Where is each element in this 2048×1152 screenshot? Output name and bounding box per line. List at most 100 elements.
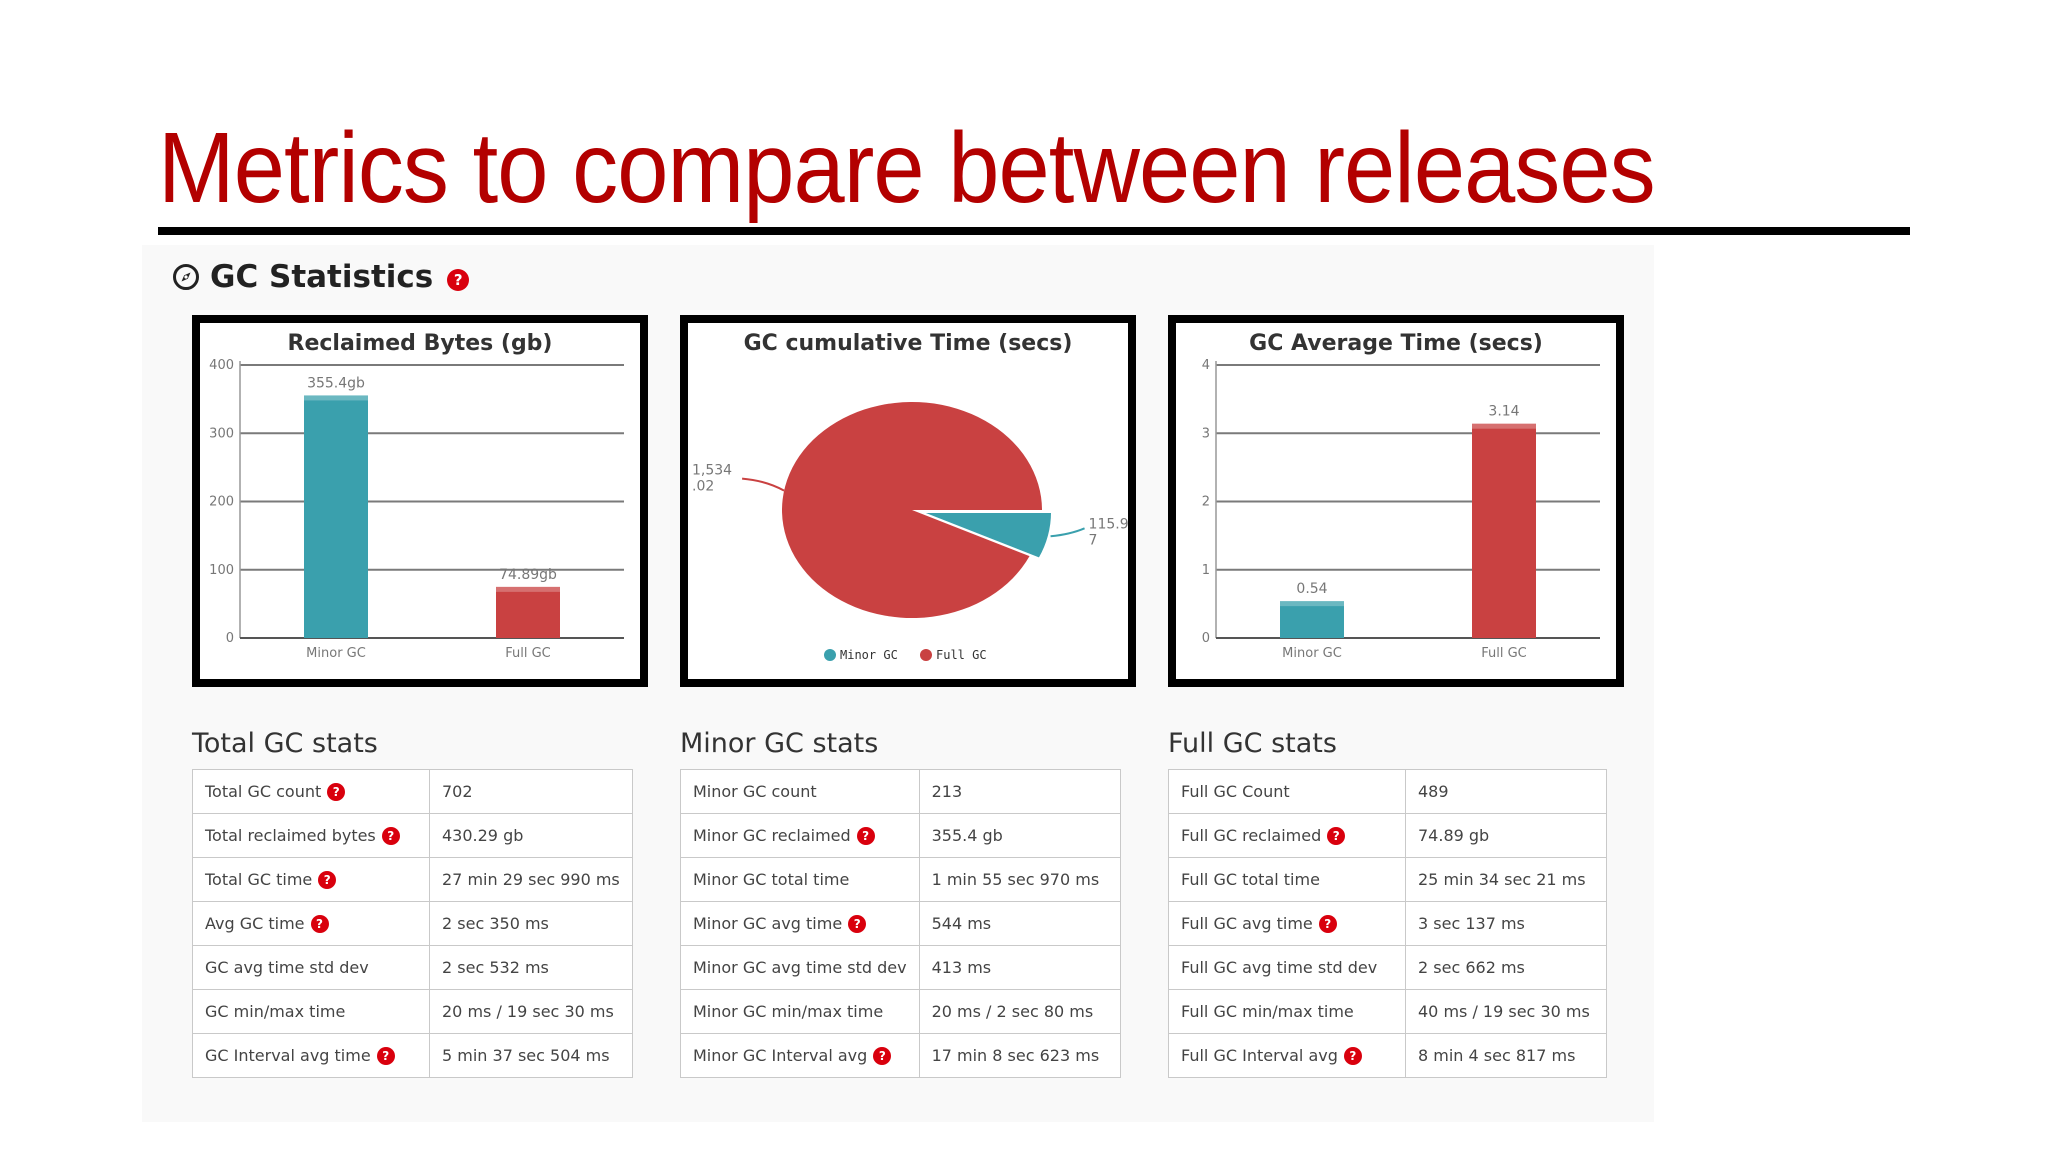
- x-tick-label: Minor GC: [1282, 646, 1342, 661]
- gc-average-time-chart: GC Average Time (secs) 0 1 2 3 4 0.54 Minor GC 3…: [1168, 315, 1624, 687]
- pie-data-label: 115.9 7: [1089, 516, 1128, 548]
- stat-label-wrap: Minor GC avg time std dev: [693, 958, 907, 977]
- stat-label-wrap: Full GC avg time?: [1181, 914, 1393, 933]
- legend-label: Full GC: [936, 648, 987, 662]
- stat-value: 430.29 gb: [429, 813, 633, 858]
- pie-label-connector: [742, 477, 785, 492]
- stat-label-wrap: Minor GC Interval avg?: [693, 1046, 907, 1065]
- stat-label: Avg GC time: [205, 914, 305, 933]
- stat-label-cell: Total GC time?: [192, 857, 430, 902]
- stat-value: 27 min 29 sec 990 ms: [429, 857, 633, 902]
- bar-highlight: [1280, 601, 1344, 607]
- stat-label-cell: Full GC reclaimed?: [1168, 813, 1406, 858]
- stat-value: 413 ms: [918, 945, 1121, 990]
- stat-label-wrap: Minor GC total time: [693, 870, 907, 889]
- question-circle-icon[interactable]: ?: [381, 826, 400, 845]
- x-tick-label: Full GC: [1481, 646, 1527, 661]
- pie-slice-minor-gc: [921, 511, 1053, 560]
- table-row: Full GC total time 25 min 34 sec 21 ms: [1168, 857, 1607, 902]
- chart-title: GC Average Time (secs): [1249, 331, 1543, 356]
- bar-minor-gc: [1280, 601, 1344, 638]
- total-gc-stats-table: Total GC count? 702 Total reclaimed bytes?…: [192, 769, 633, 1078]
- y-tick-label: 1: [1202, 563, 1210, 578]
- stat-value: 2 sec 350 ms: [429, 901, 633, 946]
- bar-highlight: [496, 586, 560, 592]
- stat-label-cell: Minor GC count: [680, 769, 920, 814]
- table-row: Full GC min/max time 40 ms / 19 sec 30 ms: [1168, 989, 1607, 1034]
- y-tick-label: 100: [209, 563, 234, 578]
- data-label: 0.54: [1296, 581, 1327, 597]
- stat-label-wrap: Minor GC count: [693, 782, 907, 801]
- question-circle-icon[interactable]: ?: [873, 1046, 892, 1065]
- question-circle-icon[interactable]: ?: [848, 914, 867, 933]
- stat-label-cell: Full GC avg time std dev: [1168, 945, 1406, 990]
- stat-label-cell: Minor GC avg time std dev: [680, 945, 920, 990]
- x-tick-label: Minor GC: [306, 646, 366, 661]
- question-circle-icon[interactable]: ?: [376, 1046, 395, 1065]
- pie-slice-full-gc: [781, 402, 1042, 618]
- question-circle-icon[interactable]: ?: [447, 269, 470, 291]
- table-row: Minor GC Interval avg? 17 min 8 sec 623 m…: [680, 1033, 1121, 1078]
- table-row: Avg GC time? 2 sec 350 ms: [192, 901, 633, 946]
- stat-label-cell: Full GC Interval avg?: [1168, 1033, 1406, 1078]
- y-tick-label: 0: [1202, 631, 1210, 646]
- stat-label-cell: GC avg time std dev: [192, 945, 430, 990]
- stat-label: Full GC Interval avg: [1181, 1046, 1338, 1065]
- stat-label-cell: Full GC total time: [1168, 857, 1406, 902]
- stat-label: Minor GC count: [693, 782, 817, 801]
- stat-value: 3 sec 137 ms: [1405, 901, 1607, 946]
- gc-statistics-panel: GC Statistics ? Reclaimed Bytes (gb) 0 100…: [142, 245, 1654, 1122]
- table-row: Minor GC avg time std dev 413 ms: [680, 945, 1121, 990]
- question-circle-icon[interactable]: ?: [1318, 914, 1337, 933]
- stat-label-wrap: GC avg time std dev: [205, 958, 417, 977]
- table-row: GC Interval avg time? 5 min 37 sec 504 ms: [192, 1033, 633, 1078]
- table-row: Total GC count? 702: [192, 769, 633, 814]
- stat-label-cell: Minor GC Interval avg?: [680, 1033, 920, 1078]
- chart-title: GC cumulative Time (secs): [744, 331, 1073, 356]
- question-circle-icon[interactable]: ?: [856, 826, 875, 845]
- stat-label-cell: Total reclaimed bytes?: [192, 813, 430, 858]
- question-circle-icon[interactable]: ?: [318, 870, 337, 889]
- section-title: GC Statistics: [210, 259, 434, 295]
- stat-label-cell: Full GC min/max time: [1168, 989, 1406, 1034]
- stat-value: 8 min 4 sec 817 ms: [1405, 1033, 1607, 1078]
- bar-highlight: [304, 395, 368, 401]
- y-tick-label: 0: [226, 631, 234, 646]
- table-row: GC avg time std dev 2 sec 532 ms: [192, 945, 633, 990]
- question-circle-icon[interactable]: ?: [1327, 826, 1346, 845]
- question-circle-icon[interactable]: ?: [327, 782, 346, 801]
- legend-swatch-full-gc: [920, 649, 932, 661]
- legend-label: Minor GC: [840, 648, 898, 662]
- stat-label: Minor GC min/max time: [693, 1002, 884, 1021]
- stat-label-wrap: Full GC Interval avg?: [1181, 1046, 1393, 1065]
- full-gc-stats-title: Full GC stats: [1168, 728, 1337, 759]
- stat-label-wrap: Total GC count?: [205, 782, 417, 801]
- stat-label-wrap: Minor GC reclaimed?: [693, 826, 907, 845]
- stat-label: GC avg time std dev: [205, 958, 369, 977]
- stat-label: Minor GC total time: [693, 870, 850, 889]
- gc-cumulative-time-chart-svg: GC cumulative Time (secs) 115.9 7 1,534.02 M…: [692, 331, 1128, 662]
- stat-label: Minor GC reclaimed: [693, 826, 851, 845]
- stat-label-wrap: Total reclaimed bytes?: [205, 826, 417, 845]
- stat-value: 17 min 8 sec 623 ms: [918, 1033, 1121, 1078]
- stat-label: Minor GC avg time: [693, 914, 843, 933]
- x-tick-label: Full GC: [505, 646, 551, 661]
- stat-label-cell: Minor GC total time: [680, 857, 920, 902]
- compass-icon: [173, 264, 199, 290]
- reclaimed-bytes-chart: Reclaimed Bytes (gb) 0 100 200 300 400 355.4gb…: [192, 315, 648, 687]
- stat-label-wrap: Full GC avg time std dev: [1181, 958, 1393, 977]
- stat-label-cell: Minor GC min/max time: [680, 989, 920, 1034]
- stat-label-wrap: Avg GC time?: [205, 914, 417, 933]
- stat-value: 213: [918, 769, 1121, 814]
- table-row: Total reclaimed bytes? 430.29 gb: [192, 813, 633, 858]
- question-circle-icon[interactable]: ?: [1343, 1046, 1362, 1065]
- question-circle-icon[interactable]: ?: [310, 914, 329, 933]
- y-tick-label: 2: [1202, 495, 1210, 510]
- stat-label-wrap: Minor GC avg time?: [693, 914, 907, 933]
- stat-label-cell: Minor GC avg time?: [680, 901, 920, 946]
- stat-label-wrap: Full GC min/max time: [1181, 1002, 1393, 1021]
- stat-value: 355.4 gb: [918, 813, 1121, 858]
- stat-label: Full GC Count: [1181, 782, 1290, 801]
- stat-label-wrap: Full GC Count: [1181, 782, 1393, 801]
- stat-label: Total GC count: [205, 782, 322, 801]
